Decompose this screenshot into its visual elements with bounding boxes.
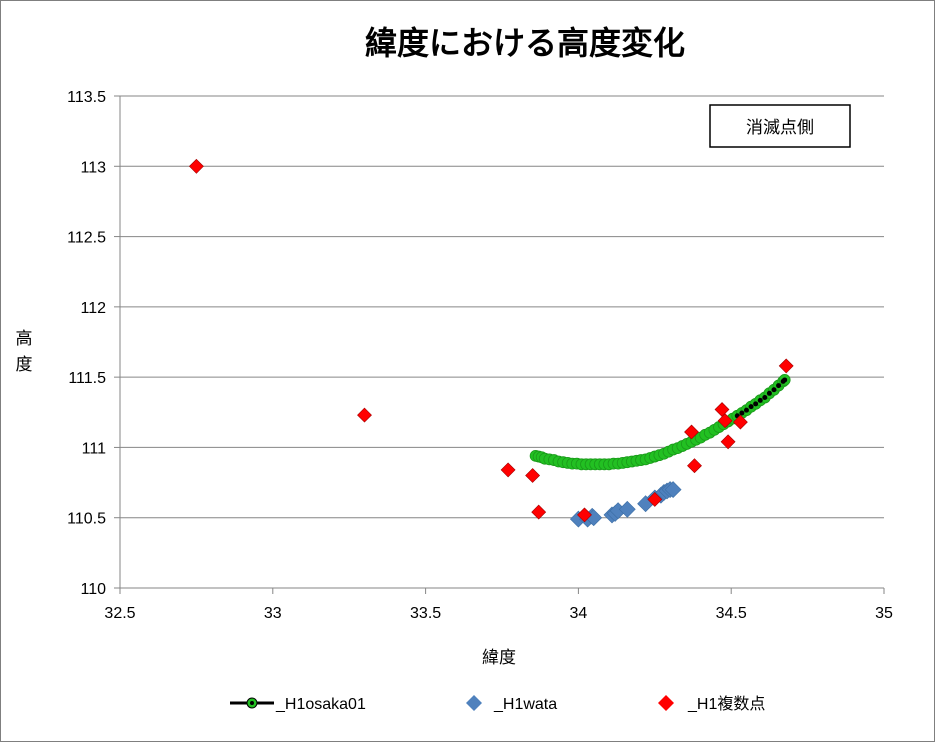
series-h1osaka01 xyxy=(529,374,791,471)
y-tick-labels: 110 110.5 111 111.5 112 112.5 113 113.5 xyxy=(67,89,106,598)
plot-area xyxy=(120,96,884,588)
x-tick-label: 34.5 xyxy=(716,605,747,622)
data-point-core-h1osaka01 xyxy=(739,410,745,416)
annotation-border xyxy=(709,104,851,148)
data-point-h1-fukusu xyxy=(577,507,592,523)
legend: _H1osaka01 _H1wata _H1複数点 xyxy=(230,695,765,713)
y-tick-label: 111 xyxy=(82,440,106,457)
legend-circle-core xyxy=(250,701,254,705)
data-point-core-h1osaka01 xyxy=(743,407,749,413)
data-point-h1-fukusu xyxy=(531,504,547,520)
legend-diamond-blue xyxy=(466,695,482,711)
chart-title: 緯度における高度変化 xyxy=(365,24,685,62)
legend-label-h1wata: _H1wata xyxy=(493,696,557,713)
annotation-box: 消滅点側 xyxy=(709,104,851,148)
data-point-h1-fukusu xyxy=(525,468,541,483)
data-point-core-h1osaka01 xyxy=(748,404,754,410)
data-point-core-h1osaka01 xyxy=(782,377,788,383)
data-point-core-h1osaka01 xyxy=(753,401,759,407)
y-axis-label-line1: 高 xyxy=(16,329,33,349)
data-point-h1-fukusu xyxy=(720,434,736,450)
series-h1-fukusu xyxy=(188,158,794,523)
axes xyxy=(119,96,885,594)
y-tick-label: 110 xyxy=(80,581,106,598)
x-axis-label: 緯度 xyxy=(482,648,516,668)
y-tick-label: 112.5 xyxy=(67,230,106,247)
data-point-h1-fukusu xyxy=(684,424,699,440)
data-point-h1-fukusu xyxy=(357,407,372,423)
legend-label-h1osaka01: _H1osaka01 xyxy=(275,696,366,713)
annotation-label: 消滅点側 xyxy=(746,118,814,138)
data-point-core-h1osaka01 xyxy=(762,395,768,401)
y-tick-label: 111.5 xyxy=(68,370,106,387)
data-point-h1-fukusu xyxy=(778,358,794,374)
legend-item-h1-fukusu: _H1複数点 xyxy=(658,695,765,713)
data-point-h1-fukusu xyxy=(647,491,663,507)
data-point-h1-fukusu xyxy=(732,414,748,430)
data-point-core-h1osaka01 xyxy=(776,383,782,389)
data-point-h1-fukusu xyxy=(717,413,733,429)
y-tick-label: 112 xyxy=(80,300,106,317)
legend-item-h1wata: _H1wata xyxy=(466,695,557,713)
data-point-core-h1osaka01 xyxy=(766,390,772,396)
legend-label-h1-fukusu: _H1複数点 xyxy=(687,695,765,713)
data-point-h1-fukusu xyxy=(188,158,204,174)
x-tick-label: 32.5 xyxy=(104,605,135,622)
x-tick-label: 33 xyxy=(264,605,282,622)
y-tick-label: 110.5 xyxy=(67,511,106,528)
data-point-h1wata xyxy=(664,481,682,499)
data-point-h1-fukusu xyxy=(500,462,516,478)
x-tick-label: 34 xyxy=(570,605,588,622)
x-tick-labels: 32.5 33 33.5 34 34.5 35 xyxy=(104,605,893,622)
data-point-core-h1osaka01 xyxy=(757,397,763,403)
y-tick-label: 113.5 xyxy=(67,89,106,106)
legend-diamond-red xyxy=(658,695,674,711)
data-point-core-h1osaka01 xyxy=(771,387,777,393)
data-point-h1wata xyxy=(618,500,636,518)
x-tick-label: 35 xyxy=(875,605,893,622)
y-tick-label: 113 xyxy=(80,159,106,176)
gridlines xyxy=(114,95,884,589)
y-axis-label-line2: 度 xyxy=(16,355,33,375)
legend-item-h1osaka01: _H1osaka01 xyxy=(230,696,366,713)
data-point-h1-fukusu xyxy=(687,458,702,474)
x-tick-label: 33.5 xyxy=(410,605,441,622)
